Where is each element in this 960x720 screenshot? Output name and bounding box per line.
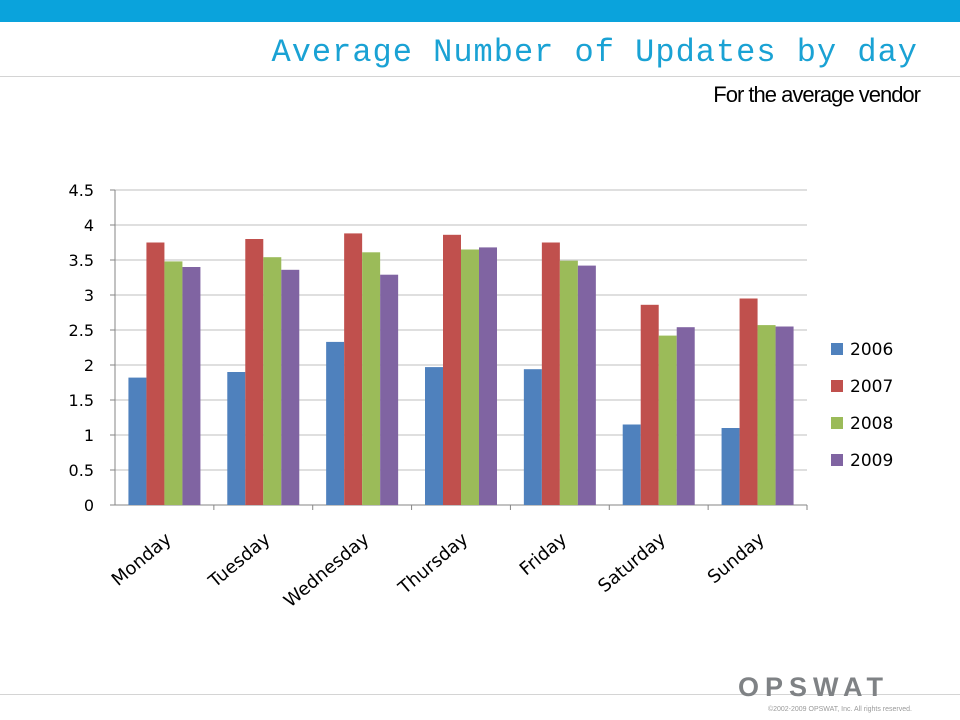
bar-2009-wednesday — [380, 275, 398, 505]
bar-2008-saturday — [659, 336, 677, 505]
bar-2008-monday — [164, 261, 182, 505]
legend-label-2006: 2006 — [850, 340, 893, 360]
bar-2008-sunday — [758, 325, 776, 505]
legend-label-2007: 2007 — [850, 377, 893, 397]
bar-2007-friday — [542, 243, 560, 506]
x-tick-label: Monday — [108, 529, 176, 591]
bar-2007-wednesday — [344, 233, 362, 505]
x-tick-label: Wednesday — [280, 529, 374, 612]
y-tick-label: 3 — [84, 286, 94, 305]
x-tick-label: Tuesday — [204, 529, 275, 593]
x-tick-label: Thursday — [394, 529, 473, 600]
bar-2009-sunday — [776, 327, 794, 506]
y-tick-label: 4.5 — [69, 181, 94, 200]
y-tick-label: 2.5 — [69, 321, 94, 340]
bar-2009-saturday — [677, 327, 695, 505]
bar-2009-thursday — [479, 247, 497, 505]
bar-2006-friday — [524, 369, 542, 505]
bar-2006-tuesday — [227, 372, 245, 505]
legend-label-2009: 2009 — [850, 451, 893, 471]
y-tick-label: 1.5 — [69, 391, 94, 410]
x-tick-label: Sunday — [704, 529, 769, 589]
y-tick-label: 2 — [84, 356, 94, 375]
bar-2009-monday — [182, 267, 200, 505]
bar-2008-friday — [560, 261, 578, 505]
bar-2006-saturday — [623, 425, 641, 506]
copyright-notice: ©2002-2009 OPSWAT, Inc. All rights reser… — [768, 706, 912, 713]
bar-2008-thursday — [461, 250, 479, 506]
x-tick-label: Friday — [516, 529, 572, 580]
bar-2006-monday — [128, 378, 146, 505]
bar-2008-wednesday — [362, 252, 380, 505]
opswat-logo: OPSWAT — [736, 672, 916, 702]
opswat-logo-text: OPSWAT — [738, 672, 889, 702]
bar-2007-monday — [146, 243, 164, 506]
legend-swatch-2007 — [831, 380, 843, 392]
bar-2007-thursday — [443, 235, 461, 505]
legend-swatch-2009 — [831, 454, 843, 466]
y-tick-label: 3.5 — [69, 251, 94, 270]
y-tick-label: 0 — [84, 496, 94, 515]
legend-swatch-2006 — [831, 343, 843, 355]
bar-2006-thursday — [425, 367, 443, 505]
bar-2007-sunday — [740, 299, 758, 506]
bar-2009-friday — [578, 266, 596, 505]
y-tick-label: 1 — [84, 426, 94, 445]
legend-swatch-2008 — [831, 417, 843, 429]
x-tick-label: Saturday — [594, 529, 670, 597]
legend-label-2008: 2008 — [850, 414, 893, 434]
bar-2006-wednesday — [326, 342, 344, 505]
bar-2008-tuesday — [263, 257, 281, 505]
bar-2006-sunday — [722, 428, 740, 505]
bar-2007-tuesday — [245, 239, 263, 505]
bar-2007-saturday — [641, 305, 659, 505]
y-tick-label: 4 — [84, 216, 94, 235]
bar-2009-tuesday — [281, 270, 299, 505]
y-tick-label: 0.5 — [69, 461, 94, 480]
